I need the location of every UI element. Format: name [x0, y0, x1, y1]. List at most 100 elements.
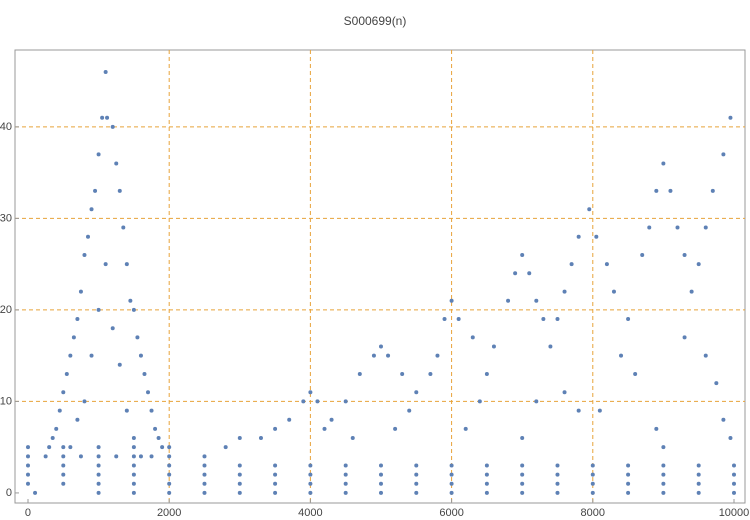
point	[68, 445, 73, 450]
point	[57, 408, 62, 413]
point	[167, 454, 172, 459]
point	[167, 463, 172, 468]
point	[682, 335, 687, 340]
point	[661, 481, 666, 486]
point	[696, 481, 701, 486]
point	[675, 225, 680, 230]
point	[696, 490, 701, 495]
point	[619, 353, 624, 358]
point	[96, 307, 101, 312]
point	[25, 445, 30, 450]
point	[626, 472, 631, 477]
point	[378, 463, 383, 468]
point	[202, 490, 207, 495]
point	[378, 481, 383, 486]
x-tick-label: 2000	[157, 507, 181, 519]
point	[484, 463, 489, 468]
y-tick-label: 30	[0, 212, 12, 224]
point	[633, 371, 638, 376]
point	[315, 399, 320, 404]
point	[520, 490, 525, 495]
point	[640, 252, 645, 257]
point	[604, 262, 609, 267]
point	[117, 362, 122, 367]
point	[308, 490, 313, 495]
point	[731, 490, 736, 495]
point	[449, 490, 454, 495]
y-tick-label: 10	[0, 395, 12, 407]
point	[590, 481, 595, 486]
point	[696, 262, 701, 267]
point	[555, 472, 560, 477]
point	[54, 426, 59, 431]
point	[110, 124, 115, 129]
point	[93, 188, 98, 193]
point	[654, 188, 659, 193]
point	[661, 472, 666, 477]
x-tick-label: 10000	[719, 507, 750, 519]
point	[89, 353, 94, 358]
point	[548, 344, 553, 349]
point	[75, 417, 80, 422]
point	[138, 454, 143, 459]
point	[414, 390, 419, 395]
point	[703, 225, 708, 230]
point	[463, 426, 468, 431]
point	[61, 472, 66, 477]
point	[449, 481, 454, 486]
point	[407, 408, 412, 413]
point	[520, 472, 525, 477]
point	[661, 445, 666, 450]
y-tick-label: 40	[0, 121, 12, 133]
point	[520, 463, 525, 468]
point	[534, 298, 539, 303]
point	[555, 481, 560, 486]
point	[484, 371, 489, 376]
point	[378, 490, 383, 495]
x-tick-label: 0	[25, 507, 31, 519]
point	[611, 289, 616, 294]
point	[728, 115, 733, 120]
point	[64, 371, 69, 376]
point	[96, 472, 101, 477]
point	[308, 390, 313, 395]
point	[273, 481, 278, 486]
point	[710, 188, 715, 193]
point	[513, 271, 518, 276]
point	[105, 115, 110, 120]
point	[484, 472, 489, 477]
point	[689, 289, 694, 294]
point	[449, 298, 454, 303]
point	[273, 463, 278, 468]
point	[25, 481, 30, 486]
point	[484, 490, 489, 495]
point	[25, 463, 30, 468]
x-tick-label: 8000	[581, 507, 605, 519]
point	[131, 307, 136, 312]
point	[414, 463, 419, 468]
point	[114, 161, 119, 166]
point	[237, 490, 242, 495]
point	[527, 271, 532, 276]
point	[731, 463, 736, 468]
point	[61, 390, 66, 395]
point	[626, 317, 631, 322]
point	[428, 371, 433, 376]
point	[378, 472, 383, 477]
point	[124, 408, 129, 413]
point	[470, 335, 475, 340]
point	[696, 463, 701, 468]
point	[484, 481, 489, 486]
point	[714, 381, 719, 386]
point	[273, 490, 278, 495]
point	[167, 481, 172, 486]
point	[71, 335, 76, 340]
point	[491, 344, 496, 349]
y-tick-label: 20	[0, 304, 12, 316]
point	[626, 463, 631, 468]
point	[506, 298, 511, 303]
point	[682, 252, 687, 257]
point	[78, 454, 83, 459]
point	[590, 463, 595, 468]
plot-frame	[14, 49, 746, 504]
